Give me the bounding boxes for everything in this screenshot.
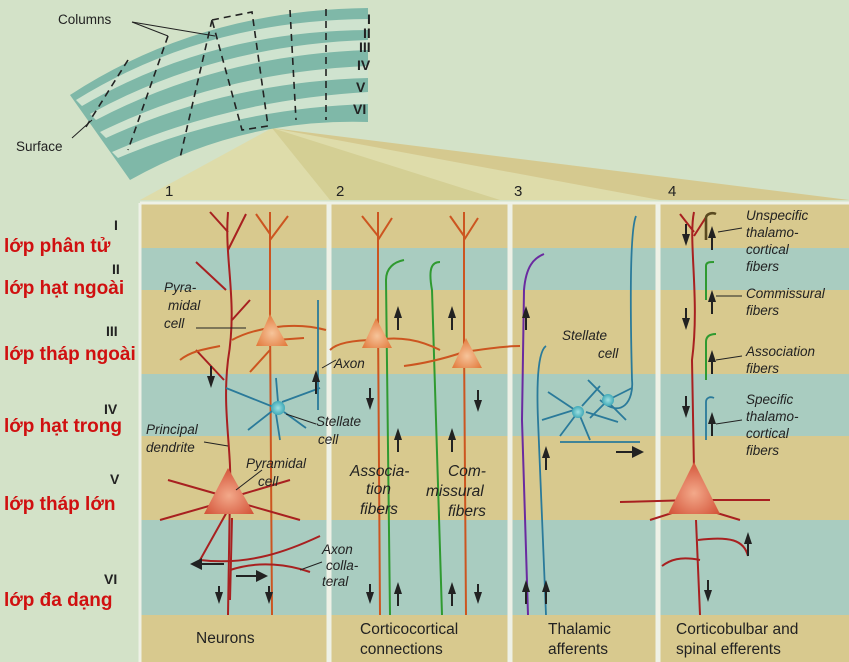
- arrowhead-left-icon: [190, 558, 202, 570]
- layer-II-roman: II: [112, 261, 120, 277]
- projection-shade-4: [272, 128, 849, 200]
- collateral-l1: Axon: [321, 542, 353, 557]
- pyramidal-label-l3: cell: [164, 316, 185, 331]
- commissural-label-l3: fibers: [448, 503, 486, 520]
- cortex-wedge: [70, 8, 368, 180]
- projection-shade-3: [272, 128, 500, 200]
- commissural-p4-l2: fibers: [746, 303, 779, 318]
- wedge-numeral-V: V: [356, 79, 366, 95]
- layer-bands: [140, 204, 849, 662]
- pyramidal-cell-small: [256, 314, 288, 346]
- specific-l3: cortical: [746, 426, 790, 441]
- panel-2-caption-l1: Corticocortical: [360, 621, 458, 638]
- panel-3-thalamic: Stellate cell Thalamic afferents: [520, 215, 644, 658]
- stellate-cell-panel1: [271, 401, 285, 415]
- stellate-label-p3-l1: Stellate: [562, 328, 607, 343]
- principal-dendrite-l1: Principal: [146, 422, 199, 437]
- wedge-numeral-I: I: [367, 11, 371, 27]
- pyramidal-large-l2: cell: [258, 474, 279, 489]
- association-label-l1: Associa-: [349, 463, 409, 480]
- wedge-numeral-III: III: [359, 39, 371, 55]
- panel-2-corticocortical: Associa- tion fibers Com- missural fiber…: [329, 212, 521, 658]
- association-p4-l1: Association: [745, 344, 815, 359]
- panel-number-2: 2: [336, 183, 344, 200]
- stellate-cell-p3a: [572, 406, 584, 418]
- specific-l1: Specific: [746, 392, 794, 407]
- pyramidal-label-l2: midal: [168, 298, 201, 313]
- collateral-l3: teral: [322, 574, 349, 589]
- association-label-l2: tion: [366, 481, 391, 498]
- axon-label: Axon: [333, 356, 365, 371]
- columns-label: Columns: [58, 12, 112, 27]
- wedge-layer-numerals: I II III IV V VI: [353, 11, 371, 117]
- specific-l2: thalamo-: [746, 409, 799, 424]
- stellate-label-l1: Stellate: [316, 414, 361, 429]
- panel-4-caption-l1: Corticobulbar and: [676, 621, 798, 638]
- principal-dendrite-l2: dendrite: [146, 440, 195, 455]
- panel-1-neurons: Pyra- midal cell Axon Stellate cell Prin…: [146, 211, 365, 647]
- panel-number-4: 4: [668, 183, 676, 200]
- layer-VI-roman: VI: [104, 571, 117, 587]
- pyramidal-label-l1: Pyra-: [164, 280, 197, 295]
- unspecific-l1: Unspecific: [746, 208, 809, 223]
- layer-II-name: lớp hạt ngoài: [4, 278, 124, 299]
- commissural-p4-l1: Commissural: [746, 286, 826, 301]
- unspecific-l3: cortical: [746, 242, 790, 257]
- layer-labels: I lớp phân tử II lớp hạt ngoài III lớp t…: [4, 217, 136, 611]
- commissural-label-l2: missural: [426, 483, 484, 500]
- stellate-cell-p3b: [602, 394, 614, 406]
- unspecific-l4: fibers: [746, 259, 779, 274]
- wedge-numeral-IV: IV: [357, 57, 371, 73]
- panel-number-1: 1: [165, 183, 173, 200]
- layer-III-roman: III: [106, 323, 118, 339]
- pyramidal-cell-p2b: [452, 338, 482, 368]
- pyramidal-cell-p2a: [362, 318, 392, 348]
- specific-l4: fibers: [746, 443, 779, 458]
- association-label-l3: fibers: [360, 501, 398, 518]
- panel-3-caption-l2: afferents: [548, 641, 608, 658]
- commissural-label-l1: Com-: [448, 463, 486, 480]
- pyramidal-large-l1: Pyramidal: [246, 456, 307, 471]
- panel-number-3: 3: [514, 183, 522, 200]
- panel-4-caption-l2: spinal efferents: [676, 641, 781, 658]
- wedge-numeral-VI: VI: [353, 101, 366, 117]
- stellate-label-l2: cell: [318, 432, 339, 447]
- pyramidal-cell-large: [204, 468, 254, 514]
- surface-label: Surface: [16, 139, 63, 154]
- layer-IV-roman: IV: [104, 401, 118, 417]
- association-p4-l2: fibers: [746, 361, 779, 376]
- layer-I-name: lớp phân tử: [4, 236, 111, 257]
- layer-V-name: lớp tháp lớn: [4, 494, 115, 515]
- panel-1-caption: Neurons: [196, 630, 255, 647]
- panel-2-caption-l2: connections: [360, 641, 443, 658]
- panel-dividers: [326, 203, 661, 662]
- pyramidal-cell-p4: [668, 462, 720, 514]
- layer-I-roman: I: [114, 217, 118, 233]
- wedge-numeral-II: II: [363, 25, 371, 41]
- collateral-l2: colla-: [326, 558, 359, 573]
- layer-VI-name: lớp đa dạng: [4, 590, 113, 611]
- panel-3-caption-l1: Thalamic: [548, 621, 611, 638]
- layer-V-roman: V: [110, 471, 120, 487]
- panel-4-efferents: Unspecific thalamo- cortical fibers Comm…: [619, 208, 826, 658]
- layer-III-name: lớp tháp ngoài: [4, 344, 136, 365]
- stellate-label-p3-l2: cell: [598, 346, 619, 361]
- unspecific-l2: thalamo-: [746, 225, 799, 240]
- layer-IV-name: lớp hạt trong: [4, 416, 122, 437]
